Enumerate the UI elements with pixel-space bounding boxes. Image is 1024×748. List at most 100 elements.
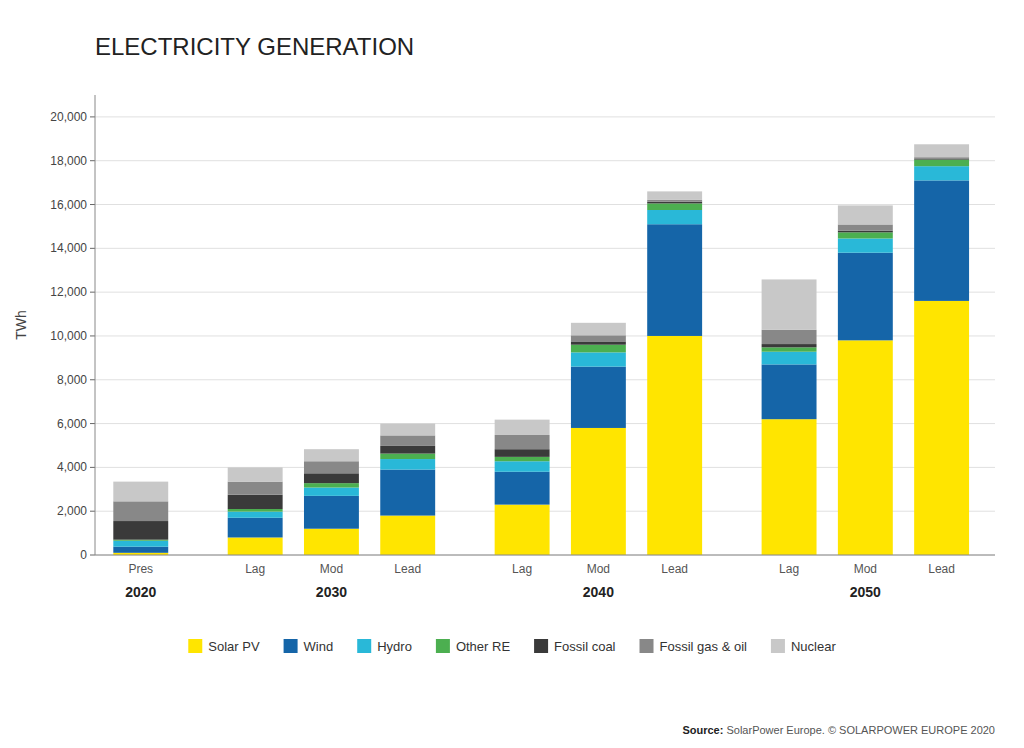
tick-label: Lead — [928, 562, 955, 576]
tick-label: Lag — [245, 562, 265, 576]
x-axis-line — [95, 555, 995, 556]
bar-segment — [571, 345, 626, 353]
bar-segment — [762, 344, 817, 347]
legend-item: Other RE — [436, 639, 511, 654]
bar-segment — [380, 435, 435, 446]
legend-swatch — [534, 639, 548, 653]
tick-label: 4,000 — [57, 460, 87, 474]
bar-segment — [647, 336, 702, 555]
bar-segment — [380, 424, 435, 436]
bar-segment — [228, 495, 283, 509]
bar-segment — [838, 340, 893, 555]
bar-segment — [304, 449, 359, 461]
bar-segment — [495, 449, 550, 457]
tick-label: Lag — [512, 562, 532, 576]
legend-label: Other RE — [456, 639, 511, 654]
bar-segment — [113, 501, 168, 521]
bar-segment — [914, 144, 969, 157]
bar-segment — [647, 210, 702, 224]
legend-swatch — [357, 639, 371, 653]
title: ELECTRICITY GENERATION — [95, 33, 414, 60]
bar-segment — [571, 367, 626, 428]
bar-segment — [380, 516, 435, 555]
bar-segment — [380, 454, 435, 459]
tick-label: 14,000 — [50, 241, 87, 255]
bar-segment — [495, 457, 550, 461]
tick-label: 8,000 — [57, 373, 87, 387]
group-label: 2020 — [125, 584, 156, 600]
group-label: 2040 — [583, 584, 614, 600]
bar-segment — [113, 482, 168, 502]
legend-item: Fossil coal — [534, 639, 616, 654]
tick-label: Lead — [394, 562, 421, 576]
bar-segment — [571, 335, 626, 341]
tick-mark — [90, 116, 95, 117]
bar-segment — [228, 482, 283, 495]
grid-line — [95, 160, 995, 161]
bar-segment — [571, 352, 626, 366]
bar-segment — [647, 200, 702, 202]
bar-segment — [571, 428, 626, 555]
bar-segment — [113, 547, 168, 553]
bar-segment — [380, 459, 435, 470]
bar-segment — [113, 540, 168, 541]
legend-label: Fossil gas & oil — [660, 639, 748, 654]
tick-mark — [90, 204, 95, 205]
legend: Solar PVWindHydroOther REFossil coalFoss… — [188, 639, 836, 654]
bar-segment — [762, 330, 817, 344]
bar-segment — [914, 301, 969, 555]
legend-label: Hydro — [377, 639, 412, 654]
grid-line — [95, 116, 995, 117]
tick-label: 2,000 — [57, 504, 87, 518]
grid-line — [95, 204, 995, 205]
bar-segment — [914, 166, 969, 180]
tick-label: Mod — [587, 562, 610, 576]
tick-label: Lead — [661, 562, 688, 576]
tick-mark — [90, 292, 95, 293]
y-axis-label: TWh — [13, 310, 29, 340]
tick-label: Pres — [128, 562, 153, 576]
legend-label: Solar PV — [208, 639, 260, 654]
bar-segment — [228, 467, 283, 481]
tick-mark — [90, 379, 95, 380]
bar-segment — [380, 446, 435, 454]
legend-item: Solar PV — [188, 639, 260, 654]
bar-segment — [914, 157, 969, 159]
source-part: Source: — [682, 724, 723, 736]
tick-label: 16,000 — [50, 198, 87, 212]
bar-segment — [304, 488, 359, 496]
bar-segment — [495, 472, 550, 505]
bar-segment — [495, 435, 550, 449]
bar-segment — [838, 205, 893, 224]
bar-segment — [304, 529, 359, 555]
bar-segment — [113, 541, 168, 547]
bar-segment — [571, 341, 626, 344]
bar-segment — [380, 470, 435, 516]
bar-segment — [495, 420, 550, 435]
bar-segment — [838, 232, 893, 238]
legend-swatch — [640, 639, 654, 653]
group-label: 2050 — [850, 584, 881, 600]
tick-label: Mod — [854, 562, 877, 576]
tick-label: Lag — [779, 562, 799, 576]
bar-segment — [304, 461, 359, 473]
y-ticks: 02,0004,0006,0008,00010,00012,00014,0001… — [50, 110, 95, 562]
bar-segment — [495, 461, 550, 472]
bar-segment — [228, 518, 283, 538]
tick-label: 10,000 — [50, 329, 87, 343]
legend-swatch — [188, 639, 202, 653]
bar-segment — [228, 509, 283, 512]
legend-label: Nuclear — [791, 639, 836, 654]
bar-segment — [914, 180, 969, 300]
legend-swatch — [284, 639, 298, 653]
grid — [95, 117, 995, 555]
chart: ELECTRICITY GENERATION02,0004,0006,0008,… — [0, 0, 1024, 748]
legend-swatch — [771, 639, 785, 653]
bar-segment — [113, 521, 168, 540]
bar-segment — [647, 191, 702, 200]
tick-label: 6,000 — [57, 417, 87, 431]
bar-segment — [762, 364, 817, 419]
tick-mark — [90, 335, 95, 336]
y-axis-line — [95, 95, 96, 555]
source: Source: SolarPower Europe. © SOLARPOWER … — [682, 724, 995, 736]
